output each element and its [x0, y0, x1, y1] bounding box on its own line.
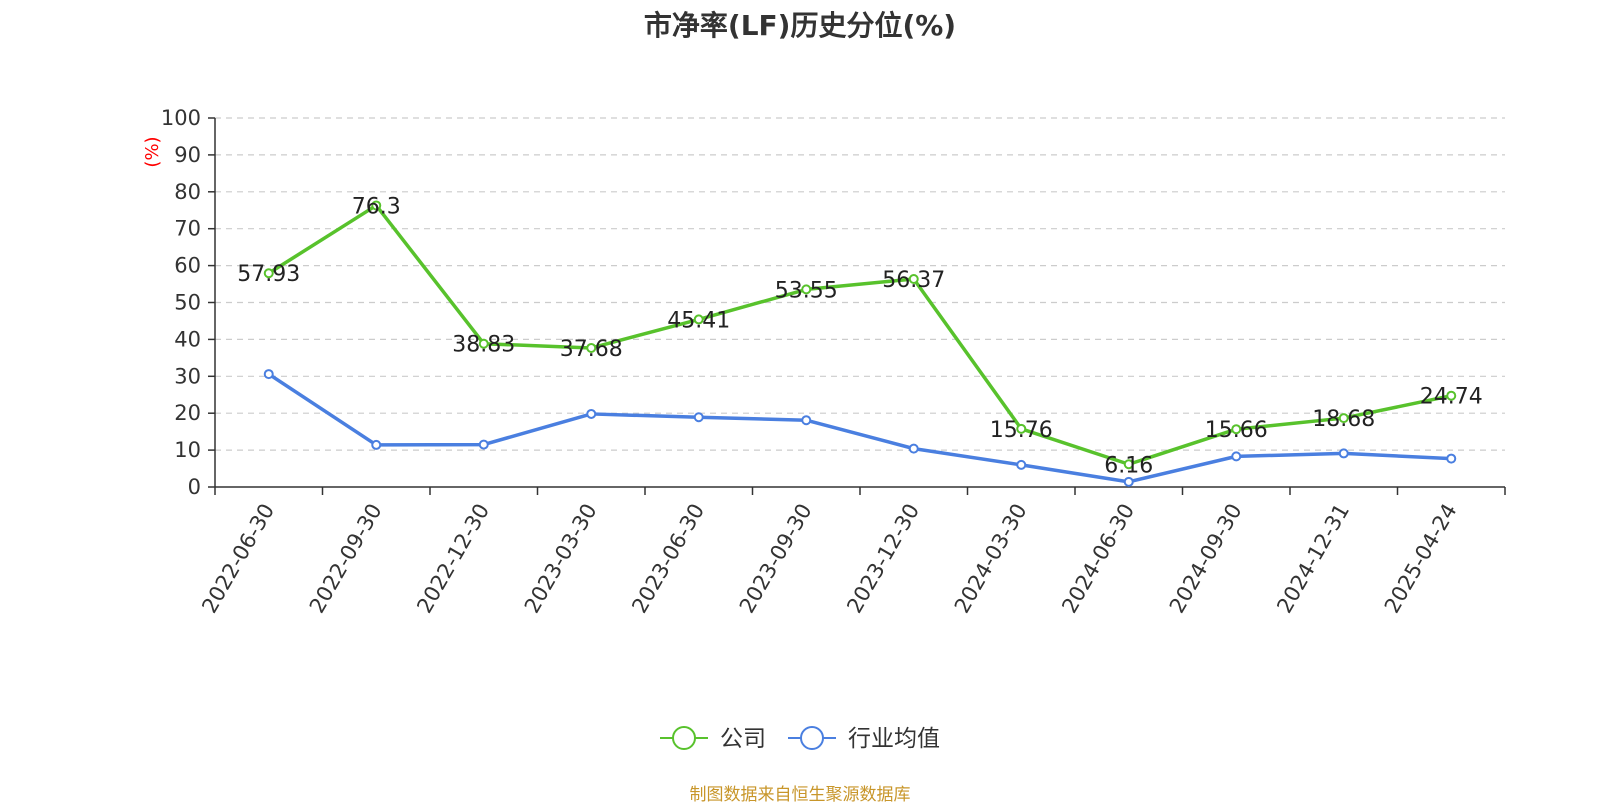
company-data-label: 76.3: [352, 194, 401, 219]
industry-point[interactable]: [586, 408, 597, 419]
company-series-line: [267, 203, 1452, 467]
x-tick-label: 2022-06-30: [197, 500, 279, 618]
chart-title: 市净率(LF)历史分位(%): [643, 9, 957, 42]
y-tick-label: 50: [174, 291, 201, 315]
x-tick-label: 2024-06-30: [1057, 500, 1139, 618]
legend-item-industry[interactable]: 行业均值: [848, 726, 940, 752]
industry-point[interactable]: [908, 443, 919, 454]
data-source-note: 制图数据来自恒生聚源数据库: [689, 785, 911, 805]
company-point[interactable]: [478, 338, 489, 349]
y-tick-label: 90: [174, 143, 201, 167]
industry-point[interactable]: [1231, 451, 1242, 462]
company-point[interactable]: [1231, 424, 1242, 435]
x-tick-label: 2022-09-30: [305, 500, 387, 618]
company-data-label: 18.68: [1312, 407, 1375, 432]
company-point[interactable]: [908, 273, 919, 284]
company-data-label: 53.55: [775, 278, 838, 303]
company-point[interactable]: [1016, 423, 1027, 434]
industry-point[interactable]: [478, 439, 489, 450]
x-tick-label: 2025-04-24: [1380, 500, 1462, 618]
company-data-label: 56.37: [882, 268, 945, 293]
y-tick-label: 70: [174, 217, 201, 241]
company-data-label: 37.68: [560, 337, 623, 362]
company-data-label: 24.74: [1420, 385, 1483, 410]
y-tick-label: 20: [174, 401, 201, 425]
x-tick-label: 2024-09-30: [1165, 500, 1247, 618]
industry-point[interactable]: [1338, 448, 1349, 459]
industry-point[interactable]: [801, 415, 812, 426]
industry-point[interactable]: [1446, 453, 1457, 464]
company-data-label: 38.83: [452, 333, 515, 358]
company-point[interactable]: [586, 342, 597, 353]
company-point[interactable]: [371, 200, 382, 211]
y-tick-label: 10: [174, 438, 201, 462]
legend-marker: [800, 726, 824, 750]
y-tick-label: 100: [161, 106, 201, 130]
y-tick-label: 60: [174, 254, 201, 278]
company-data-label: 6.16: [1104, 453, 1153, 478]
x-tick-label: 2023-09-30: [735, 500, 817, 618]
y-tick-label: 30: [174, 364, 201, 388]
y-tick-label: 40: [174, 327, 201, 351]
x-tick-label: 2024-03-30: [950, 500, 1032, 618]
company-point[interactable]: [1338, 413, 1349, 424]
company-data-label: 15.76: [990, 418, 1053, 443]
industry-point[interactable]: [693, 412, 704, 423]
x-tick-label: 2024-12-31: [1272, 500, 1354, 618]
x-tick-label: 2023-03-30: [520, 500, 602, 618]
y-tick-label: 80: [174, 180, 201, 204]
company-point[interactable]: [693, 314, 704, 325]
x-tick-label: 2023-12-30: [842, 500, 924, 618]
company-point[interactable]: [1123, 459, 1134, 470]
industry-point[interactable]: [263, 369, 274, 380]
x-tick-label: 2022-12-30: [412, 500, 494, 618]
y-tick-label: 0: [188, 475, 201, 499]
company-point[interactable]: [263, 268, 274, 279]
company-data-label: 15.66: [1205, 418, 1268, 443]
legend-marker: [672, 726, 696, 750]
y-axis-unit-label: (%): [142, 136, 163, 167]
industry-point[interactable]: [371, 439, 382, 450]
industry-point[interactable]: [1123, 476, 1134, 487]
industry-series-line: [267, 372, 1452, 484]
company-point[interactable]: [1446, 390, 1457, 401]
x-tick-label: 2023-06-30: [627, 500, 709, 618]
company-point[interactable]: [801, 284, 812, 295]
company-data-label: 45.41: [667, 308, 730, 333]
company-data-label: 57.93: [237, 262, 300, 287]
industry-point[interactable]: [1016, 459, 1027, 470]
legend-item-company[interactable]: 公司: [720, 726, 766, 752]
